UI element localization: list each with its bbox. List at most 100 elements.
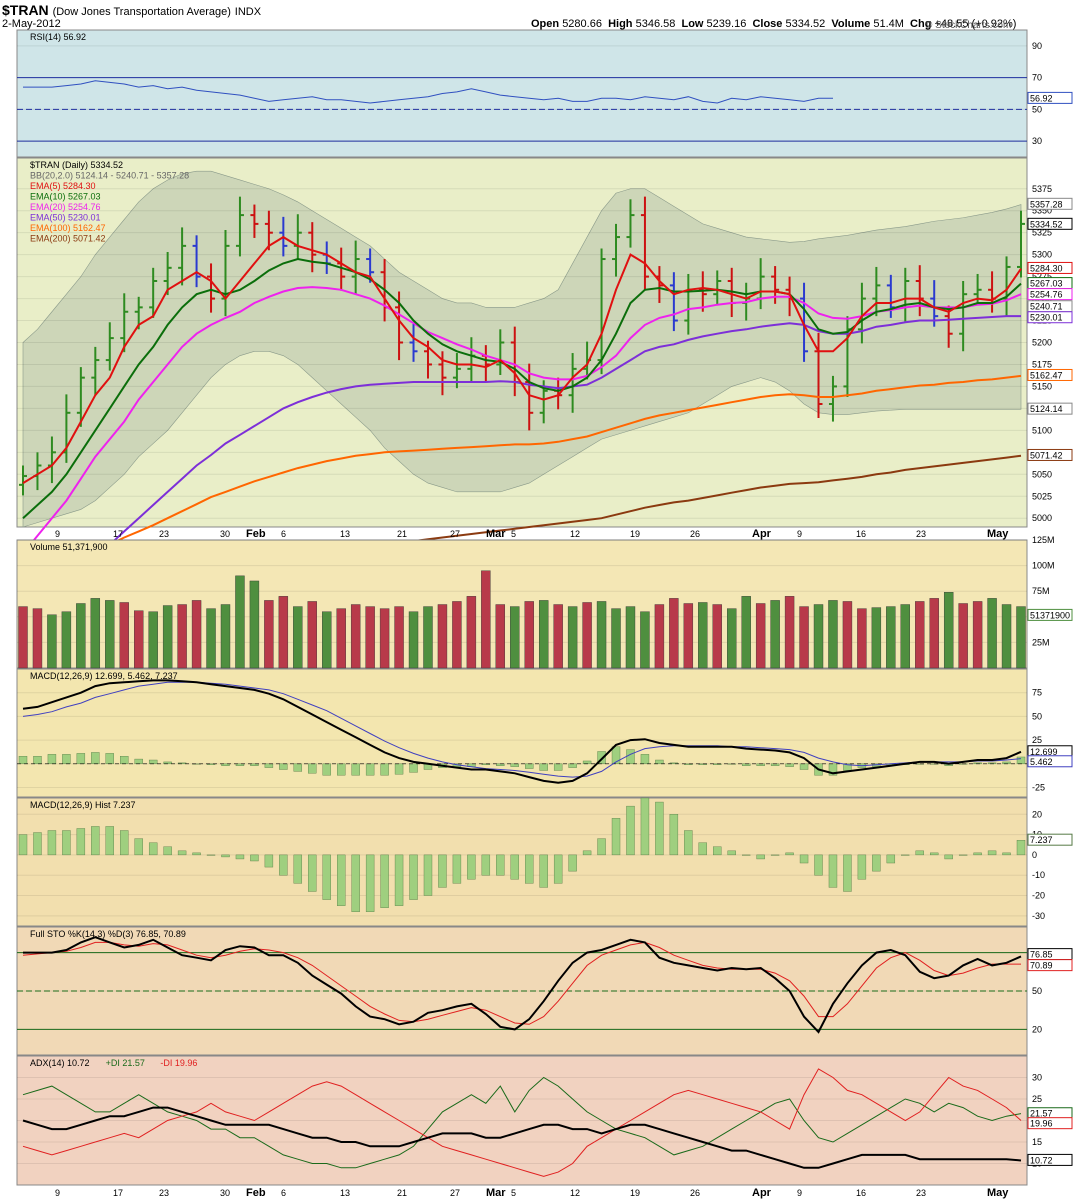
price-axis-tick-label: 5275 (1032, 272, 1052, 282)
rsi-axis-tick-label: 30 (1032, 136, 1042, 146)
bottom-x-label: Apr (752, 1187, 772, 1199)
macd-histogram-bar (987, 850, 997, 856)
rsi-right-label-box (1027, 91, 1073, 104)
adx-legend: +DI 21.57 (106, 1058, 145, 1068)
adx-minus-right-label-box (1027, 1117, 1073, 1130)
volume-bar (524, 601, 534, 669)
bottom-x-label: Feb (246, 1187, 266, 1199)
macd-histogram-bar (206, 854, 216, 856)
price-x-label: 26 (690, 529, 700, 539)
quote-bar: Open 5280.66 High 5346.58 Low 5239.16 Cl… (531, 18, 1016, 30)
macd-histogram-bar (163, 846, 172, 856)
price-axis-tick-label: 5300 (1032, 250, 1052, 260)
volume-bar (799, 606, 809, 669)
macd-hist-axis-tick-label: 20 (1032, 809, 1042, 819)
price-axis-tick-label: 5325 (1032, 228, 1052, 238)
bottom-x-label: 13 (340, 1188, 350, 1198)
bottom-x-label: 17 (113, 1188, 123, 1198)
macd-hist-bar (221, 763, 230, 766)
macd-hist-bar (120, 756, 129, 765)
ema100-line (22, 374, 1022, 572)
volume-bar (683, 603, 694, 669)
low-value: 5239.16 (706, 18, 747, 30)
volume-bar (148, 611, 158, 669)
macd-histogram-bar (770, 854, 780, 856)
macd-hist-bar (582, 760, 592, 765)
close-label: Close (752, 18, 783, 30)
macd-histogram-bar (322, 854, 331, 900)
open-label: Open (531, 18, 560, 30)
ema20-line (22, 286, 1022, 555)
high-value: 5346.58 (635, 18, 676, 30)
symbol-name: (Dow Jones Transportation Average) (52, 6, 231, 18)
price-right-label: 5162.47 (1030, 370, 1063, 380)
volume-bar (105, 600, 115, 669)
macd-histogram-bar (235, 854, 245, 860)
macd-histogram-bar (944, 854, 953, 860)
macd-histogram-bar (828, 854, 838, 888)
adx-plus-right-label: 21.57 (1030, 1109, 1053, 1119)
macd-histogram-bar (279, 854, 288, 876)
price-x-label: Apr (752, 528, 772, 540)
bottom-x-label: 21 (397, 1188, 407, 1198)
macd-right-label: 12.699 (1030, 747, 1058, 757)
macd-histogram-bar (33, 832, 42, 856)
stockcharts-logo: © StockCharts.com (925, 20, 1012, 31)
bottom-x-label: Mar (486, 1187, 506, 1199)
price-legend: EMA(200) 5071.42 (30, 234, 106, 244)
macd-histogram-bar (394, 854, 404, 906)
volume-axis-tick-label: 75M (1032, 586, 1050, 596)
price-right-label: 5284.30 (1030, 263, 1063, 273)
volume-bar (220, 604, 231, 669)
macd-histogram-bar (814, 854, 823, 876)
macd-histogram-bar (1016, 840, 1026, 856)
volume-bar (264, 600, 274, 669)
exchange: INDX (234, 6, 262, 18)
price-right-label: 5230.01 (1030, 313, 1063, 323)
macd-histogram-bar (62, 830, 71, 856)
volume-bar (611, 608, 621, 669)
macd-histogram-bar (409, 854, 418, 900)
volume-bar (755, 603, 766, 669)
volume-bar (249, 580, 260, 669)
price-axis-tick-label: 5350 (1032, 206, 1052, 216)
macd-histogram-bar (18, 834, 28, 856)
price-legend: EMA(5) 5284.30 (30, 181, 96, 191)
volume-bar (206, 608, 216, 669)
volume-bar (871, 607, 882, 669)
macd-histogram-bar (120, 830, 129, 856)
volume-bar (741, 596, 751, 669)
macd-histogram-bar (930, 852, 939, 856)
macd-histogram-bar (192, 852, 201, 856)
macd-hist-bar (510, 763, 519, 767)
bottom-x-label: 26 (690, 1188, 700, 1198)
chg-value: +48.55 (+0.92%) (934, 18, 1017, 30)
macd-histogram-bar (640, 797, 650, 856)
price-axis-tick-label: 5050 (1032, 469, 1052, 479)
rsi-line (23, 80, 833, 104)
volume-bar (640, 611, 650, 669)
volume-bar (1001, 604, 1012, 669)
volume-bar (987, 598, 997, 669)
volume-bar (177, 604, 187, 669)
rsi-axis-tick-label: 90 (1032, 41, 1042, 51)
price-x-label: 13 (340, 529, 350, 539)
volume-bar (538, 600, 549, 669)
price-legend: EMA(100) 5162.47 (30, 223, 106, 233)
volume-bar (857, 608, 867, 669)
price-right-label-box (1027, 402, 1073, 415)
macd-hist-bar (799, 763, 809, 770)
macd-hist-bar (481, 763, 491, 765)
price-x-label: 5 (511, 529, 516, 539)
rsi-legend: RSI(14) 56.92 (30, 32, 86, 42)
macd-hist-bar (785, 763, 794, 767)
macd-histogram-bar (525, 854, 534, 884)
price-panel (16, 157, 1028, 528)
sto-k-line (23, 936, 1022, 1034)
macd-hist-bar (308, 763, 317, 774)
price-right-label-box (1027, 197, 1073, 210)
price-right-label: 5124.14 (1030, 404, 1063, 414)
volume-bar (336, 608, 346, 669)
volume-bar (567, 606, 578, 669)
